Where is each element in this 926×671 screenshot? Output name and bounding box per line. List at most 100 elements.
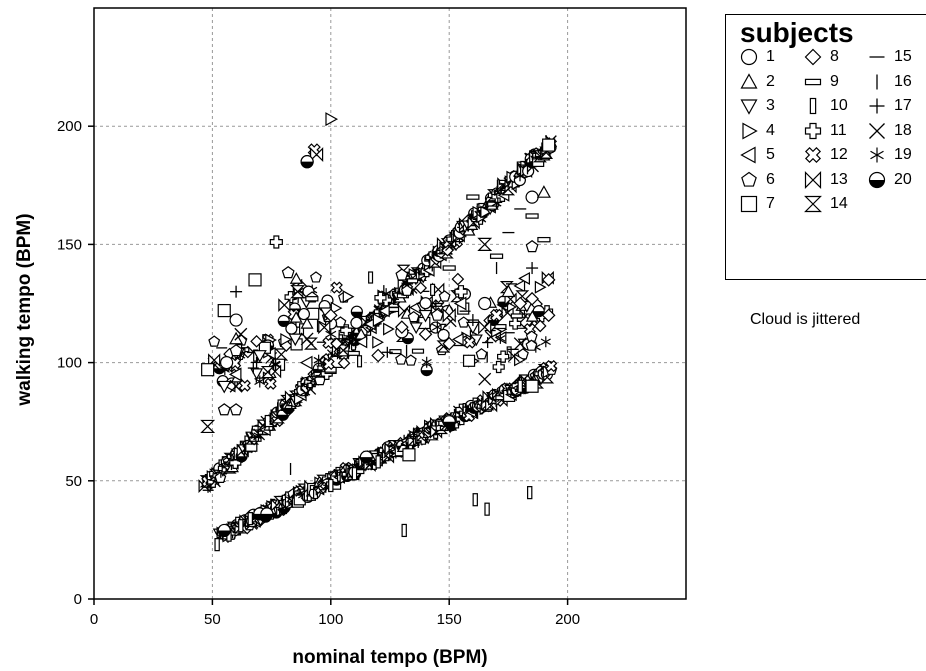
legend-marker-circle	[740, 48, 758, 66]
legend-item-subject-8: 8	[802, 46, 839, 68]
legend-marker-pentagon	[741, 171, 757, 187]
legend-item-subject-14: 14	[802, 193, 848, 215]
legend-marker-asterisk	[870, 147, 884, 163]
cluster-point	[514, 353, 526, 367]
cluster-point	[525, 339, 538, 351]
cluster-point	[383, 322, 395, 336]
cluster-point	[260, 365, 275, 379]
legend-label: 3	[766, 97, 775, 114]
legend-marker-bowtie	[804, 170, 822, 189]
legend-marker-hline	[869, 56, 885, 58]
cluster-point	[463, 336, 476, 349]
data-point-subject-3	[252, 350, 267, 363]
data-point-subject-14	[200, 419, 216, 434]
x-tick-label: 100	[318, 611, 343, 628]
cluster-point	[251, 356, 263, 368]
cluster-point	[492, 360, 505, 374]
y-tick-label: 150	[57, 236, 82, 253]
data-point-subject-20	[442, 415, 456, 429]
data-point-subject-6	[217, 403, 231, 416]
data-point-subject-6	[430, 308, 444, 321]
legend-label: 5	[766, 146, 775, 163]
legend-item-subject-5: 5	[738, 144, 775, 166]
cluster-point	[372, 335, 384, 349]
legend-marker-hourglass	[804, 195, 822, 213]
data-point-subject-6	[229, 344, 243, 357]
data-point-subject-6	[281, 266, 295, 279]
legend-label: 19	[894, 146, 912, 163]
cluster-point	[208, 353, 221, 368]
cluster-point	[350, 305, 363, 318]
data-point-subject-18	[229, 379, 243, 393]
data-point-subject-1	[478, 296, 492, 311]
legend-item-subject-4: 4	[738, 120, 775, 142]
data-point-subject-1	[220, 356, 234, 370]
data-point-subject-2	[536, 185, 551, 198]
legend-item-subject-11: 11	[802, 120, 847, 142]
data-point-subject-18	[513, 337, 527, 351]
cluster-point	[475, 348, 488, 360]
y-tick-label: 0	[74, 591, 82, 608]
data-point-subject-18	[234, 327, 248, 341]
data-point-subject-19	[431, 321, 443, 334]
data-point-subject-6	[229, 403, 243, 416]
data-point-subject-13	[478, 319, 492, 335]
data-point-subject-3	[217, 380, 232, 394]
cluster-point	[414, 281, 428, 295]
data-point-subject-7	[542, 138, 556, 152]
data-point-subject-9	[466, 194, 480, 200]
legend-item-subject-7: 7	[738, 193, 775, 215]
cluster-point	[406, 278, 419, 284]
plot-frame	[93, 7, 687, 600]
legend-label: 16	[894, 72, 912, 90]
legend-marker-square	[740, 195, 758, 213]
cluster-point	[208, 335, 221, 347]
cluster-point	[264, 377, 277, 390]
data-point-subject-1	[525, 190, 539, 204]
data-point-subject-10	[214, 538, 220, 552]
legend-label: 20	[894, 170, 912, 188]
data-point-subject-20	[359, 450, 373, 464]
legend-marker-plus-thick	[804, 122, 822, 139]
legend-marker-diamond	[804, 48, 822, 66]
x-tick-label: 0	[90, 611, 98, 628]
cluster-point	[381, 346, 393, 358]
data-point-subject-13	[442, 307, 456, 323]
cluster-point	[421, 356, 432, 368]
cluster-point	[300, 316, 314, 329]
data-point-subject-10	[517, 379, 523, 393]
data-point-subject-11	[454, 285, 468, 299]
cluster-point	[336, 344, 351, 357]
legend-label: 9	[830, 72, 839, 90]
y-tick-label: 100	[57, 355, 82, 372]
cluster-point	[355, 335, 368, 349]
data-point-subject-2	[501, 284, 516, 298]
cluster-point	[310, 271, 322, 283]
data-point-subject-19	[408, 427, 420, 440]
legend-label: 14	[830, 195, 848, 212]
data-point-subject-9	[442, 265, 456, 271]
x-axis-title: nominal tempo (BPM)	[292, 647, 487, 668]
data-point-subject-9	[537, 236, 551, 243]
data-point-subject-1	[229, 313, 243, 327]
legend-entries: 1 2 3 4 5 6 7 8 9 10 11 12 13 14 15 16 17 18 19 20	[726, 15, 926, 279]
cluster-point	[419, 297, 432, 310]
cluster-point	[430, 283, 436, 296]
cluster-point	[357, 355, 363, 368]
data-point-subject-20	[300, 155, 314, 169]
cluster-point	[250, 334, 263, 348]
data-point-subject-17	[526, 262, 539, 275]
legend-label: 13	[830, 170, 848, 188]
legend: subjects 1 2 3 4 5 6 7 8 9 10 11 12 13 14 15 16 17 18 19 20	[725, 14, 926, 280]
cluster-point	[534, 280, 547, 294]
legend-marker-dash-rect	[804, 78, 822, 85]
legend-item-subject-6: 6	[738, 169, 775, 191]
data-point-subject-14	[290, 285, 306, 299]
y-axis-title: walking tempo (BPM)	[14, 213, 35, 406]
legend-item-subject-15: 15	[866, 46, 912, 68]
legend-marker-plus	[869, 98, 885, 114]
cluster-point	[347, 350, 360, 356]
data-point-subject-10	[472, 493, 478, 507]
cluster-point	[540, 336, 551, 348]
